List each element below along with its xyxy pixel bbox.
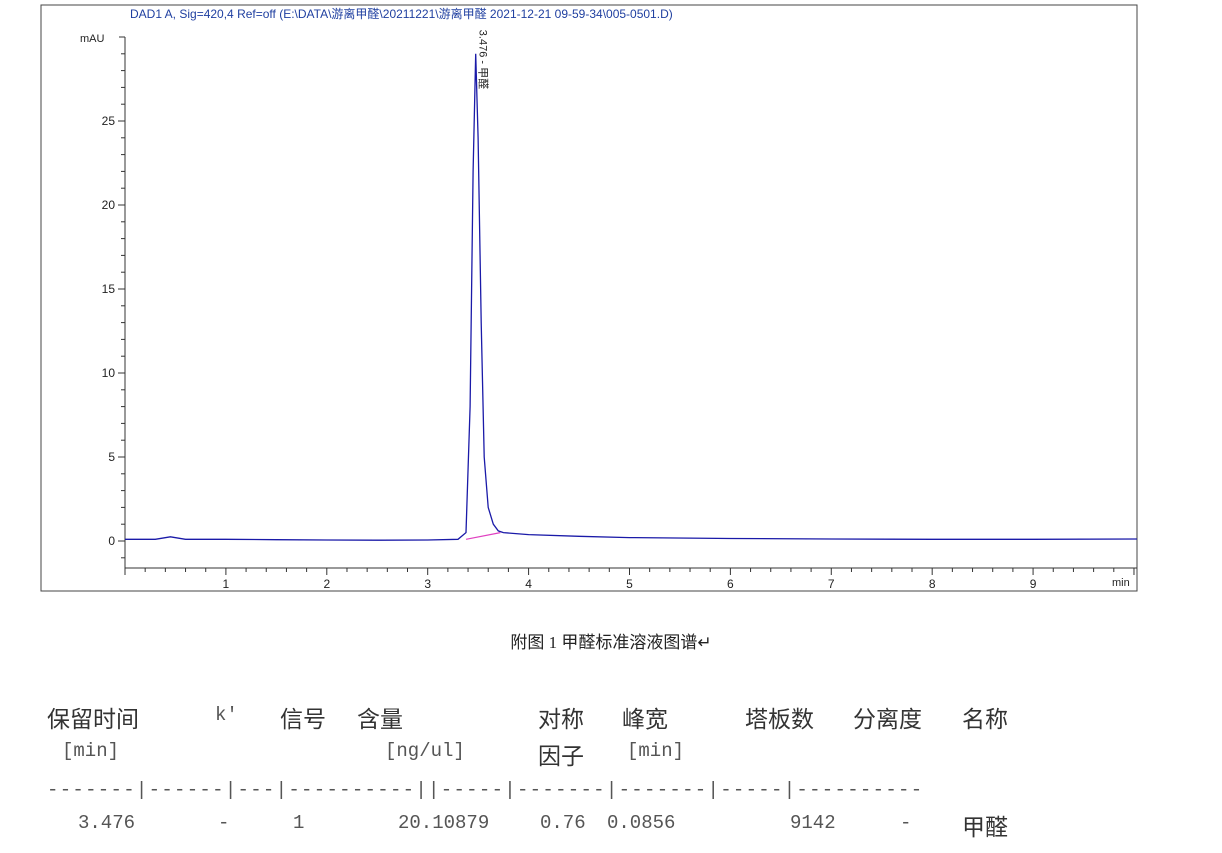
x-tick-label: 6 [727, 577, 734, 591]
y-tick-label: 20 [102, 198, 116, 212]
x-tick-label: 1 [223, 577, 230, 591]
x-tick-label: 4 [525, 577, 532, 591]
header-width: 峰宽 [622, 707, 668, 732]
y-axis-label: mAU [80, 33, 105, 45]
header-symmetry: 对称 [538, 707, 584, 732]
header-plates: 塔板数 [745, 707, 814, 732]
unit-min: [min] [62, 740, 120, 762]
cell-width: 0.0856 [607, 812, 676, 834]
figure-caption: 附图 1 甲醛标准溶液图谱↵ [510, 633, 712, 652]
header-name: 名称 [962, 707, 1008, 732]
peak-baseline [465, 532, 501, 540]
header-signal: 信号 [280, 707, 326, 732]
x-tick-label: 3 [424, 577, 431, 591]
cell-name: 甲醛 [962, 815, 1008, 840]
x-tick-label: 8 [929, 577, 936, 591]
y-tick-label: 5 [108, 450, 115, 464]
cell-signal: 1 [293, 812, 305, 834]
header-retention-time: 保留时间 [47, 707, 139, 732]
cell-retention-time: 3.476 [78, 812, 136, 834]
cell-plates: 9142 [790, 812, 836, 834]
peak-label: 3.476 - 甲醛 [477, 30, 491, 89]
y-tick-label: 25 [102, 114, 116, 128]
y-tick-label: 0 [108, 534, 115, 548]
header-k: k' [215, 704, 238, 726]
cell-resolution: - [900, 812, 912, 834]
plot-frame [40, 4, 1138, 592]
signal-trace [125, 53, 1138, 541]
chromatogram-chart: DAD1 A, Sig=420,4 Ref=off (E:\DATA\游离甲醛\… [40, 4, 1138, 592]
header-resolution: 分离度 [853, 707, 922, 732]
header-amount: 含量 [357, 707, 403, 732]
x-tick-label: 5 [626, 577, 633, 591]
y-tick-label: 10 [102, 366, 116, 380]
x-axis-label: min [1112, 577, 1130, 589]
unit-ngul: [ng/ul] [385, 740, 465, 762]
unit-width-min: [min] [627, 740, 685, 762]
cell-k: - [218, 812, 230, 834]
cell-amount: 20.10879 [398, 812, 490, 834]
x-tick-label: 9 [1030, 577, 1037, 591]
table-separator: -------|------|---|----------||-----|---… [47, 779, 924, 801]
x-tick-label: 2 [323, 577, 330, 591]
x-tick-label: 7 [828, 577, 835, 591]
cell-symmetry: 0.76 [540, 812, 586, 834]
chart-title: DAD1 A, Sig=420,4 Ref=off (E:\DATA\游离甲醛\… [130, 6, 673, 21]
header-symmetry-factor: 因子 [538, 744, 584, 769]
y-tick-label: 15 [102, 282, 116, 296]
